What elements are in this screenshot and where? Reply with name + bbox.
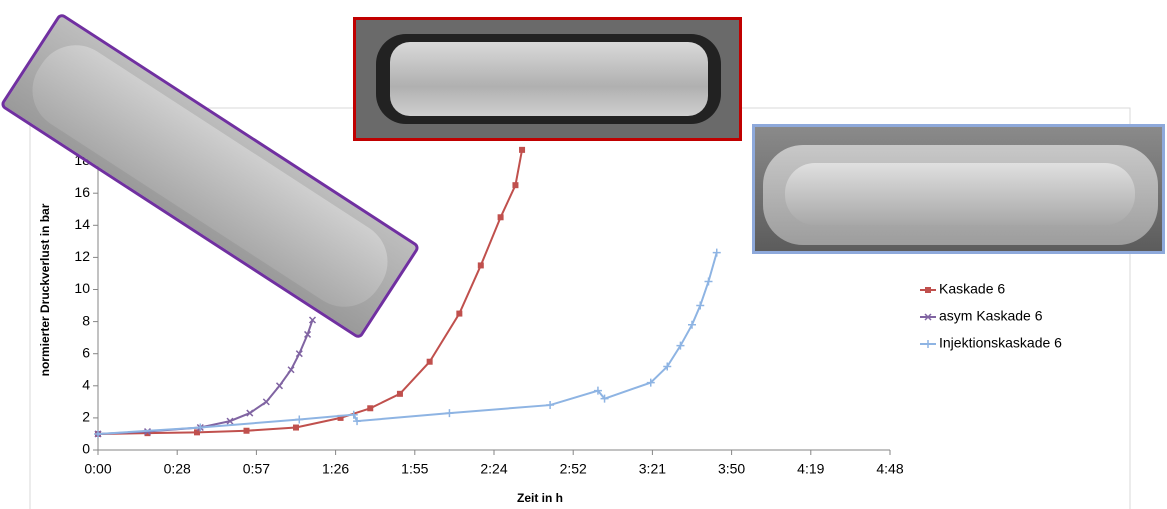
data-point [293,425,299,431]
legend-marker [924,340,932,348]
series-line [98,253,717,434]
x-tick-label: 2:24 [480,461,507,477]
data-point [705,277,713,285]
y-tick-label: 14 [74,216,90,232]
data-point [688,321,696,329]
y-tick-label: 10 [74,280,90,296]
photo-injektion [752,124,1165,254]
data-point [194,429,200,435]
x-axis-label: Zeit in h [517,491,563,505]
data-point [367,405,373,411]
data-point [263,399,269,405]
data-point [519,147,525,153]
data-point [397,391,403,397]
data-point [546,401,554,409]
y-tick-label: 0 [82,441,90,457]
page: {"chart_data": {"type": "line", "x_label… [0,0,1167,509]
x-tick-label: 0:00 [84,461,111,477]
data-point [498,214,504,220]
data-point [696,302,704,310]
x-tick-label: 3:21 [639,461,666,477]
series-line [98,320,313,434]
photo-kaskade [353,17,742,141]
x-tick-label: 2:52 [560,461,587,477]
data-point [427,359,433,365]
data-point [456,311,462,317]
x-tick-label: 1:55 [401,461,428,477]
data-point [445,409,453,417]
legend-marker [925,287,931,293]
data-point [277,383,283,389]
x-tick-label: 1:26 [322,461,349,477]
y-tick-label: 4 [82,377,90,393]
y-tick-label: 16 [74,184,90,200]
legend-label: asym Kaskade 6 [939,308,1043,324]
data-point [713,249,721,257]
y-tick-label: 8 [82,312,90,328]
x-tick-label: 4:48 [876,461,903,477]
data-point [295,416,303,424]
x-tick-label: 0:28 [164,461,191,477]
x-tick-label: 3:50 [718,461,745,477]
y-tick-label: 2 [82,409,90,425]
x-tick-label: 4:19 [797,461,824,477]
y-tick-label: 6 [82,344,90,360]
y-axis-label: normierter Druckverlust in bar [38,203,52,376]
legend-label: Injektionskaskade 6 [939,335,1062,351]
data-point [478,262,484,268]
data-point [244,428,250,434]
data-point [512,182,518,188]
y-tick-label: 12 [74,248,90,264]
legend-label: Kaskade 6 [939,281,1005,297]
x-tick-label: 0:57 [243,461,270,477]
